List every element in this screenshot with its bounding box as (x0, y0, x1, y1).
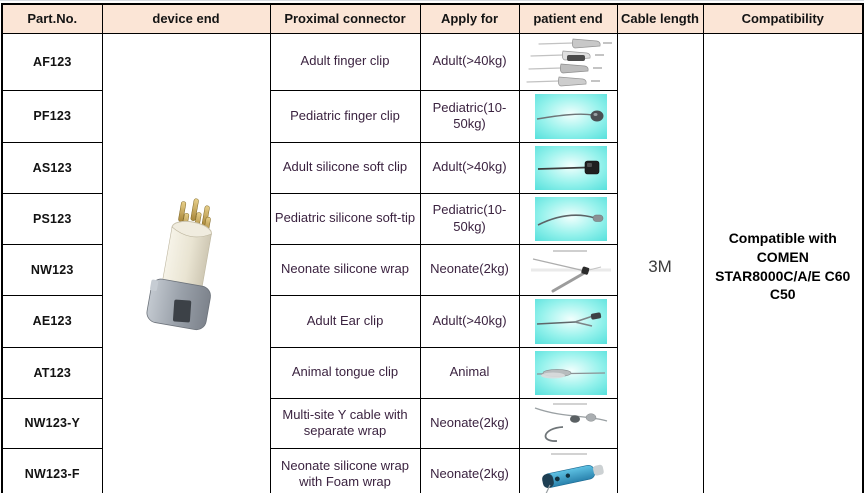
part-no-af123: AF123 (1, 32, 103, 91)
device-end-cell (101, 32, 271, 493)
apply-for-cell: Neonate(2kg) (419, 447, 520, 493)
apply-for-cell: Animal (419, 346, 520, 399)
product-spec-table: Part.No. device end Proximal connector A… (1, 3, 864, 493)
patient-end-cell (518, 243, 618, 296)
apply-for-cell: Pediatric(10-50kg) (419, 89, 520, 143)
table-row: AS123 Adult silicone soft clip Adult(>40… (1, 141, 863, 194)
part-no-ps123: PS123 (1, 192, 103, 245)
tiny-caption-watermark (550, 452, 587, 455)
proximal-connector-cell: Pediatric finger clip (269, 89, 421, 143)
part-no-at123: AT123 (1, 346, 103, 399)
tiny-caption-watermark (552, 402, 587, 405)
proximal-connector-cell: Multi-site Y cable with separate wrap (269, 397, 421, 449)
apply-for-cell: Neonate(2kg) (419, 397, 520, 449)
patient-end-cell (518, 346, 618, 399)
table-row: PS123 Pediatric silicone soft-tip Pediat… (1, 192, 863, 245)
part-no-nw123: NW123 (1, 243, 103, 296)
apply-for-cell: Adult(>40kg) (419, 294, 520, 348)
part-no-nw123-y: NW123-Y (1, 397, 103, 449)
apply-for-cell: Pediatric(10-50kg) (419, 192, 520, 245)
proximal-connector-cell: Adult silicone soft clip (269, 141, 421, 194)
table-row: PF123 Pediatric finger clip Pediatric(10… (1, 89, 863, 143)
column-header-patient-end: patient end (518, 3, 618, 34)
header-row: Part.No. device end Proximal connector A… (1, 3, 864, 34)
pediatric-finger-clip-photo-icon (534, 93, 607, 139)
table-row: NW123-Y Multi-site Y cable with separate… (1, 397, 863, 449)
apply-for-cell: Neonate(2kg) (419, 243, 520, 296)
table-row: AE123 Adult Ear clip Adult(>40kg) (1, 294, 863, 348)
patient-end-cell (518, 141, 618, 194)
animal-tongue-clip-photo-icon (534, 350, 607, 395)
patient-end-cell (518, 294, 618, 348)
table-row: NW123-F Neonate silicone wrap with Foam … (1, 447, 863, 493)
pediatric-silicone-soft-tip-photo-icon (534, 196, 607, 241)
cable-length-cell: 3M (616, 32, 704, 493)
proximal-connector-cell: Animal tongue clip (269, 346, 421, 399)
compatibility-text: Compatible with COMEN STAR8000C/A/E C60 … (715, 229, 851, 303)
column-header-proximal-connector: Proximal connector (269, 3, 421, 34)
multi-site-y-cable-photo-icon (534, 402, 607, 442)
proximal-connector-cell: Pediatric silicone soft-tip (269, 192, 421, 245)
patient-end-cell (518, 89, 618, 143)
device-connector-photo-icon (146, 198, 212, 331)
adult-ear-clip-photo-icon (534, 298, 607, 344)
column-header-compatibility: Compatibility (702, 3, 864, 34)
apply-for-cell: Adult(>40kg) (419, 141, 520, 194)
adult-finger-clips-photo-icon (525, 38, 612, 86)
tiny-caption-watermark (552, 249, 587, 252)
apply-for-cell: Adult(>40kg) (419, 32, 520, 91)
part-no-nw123-f: NW123-F (1, 447, 103, 493)
part-no-pf123: PF123 (1, 89, 103, 143)
part-no-as123: AS123 (1, 141, 103, 194)
adult-silicone-soft-clip-photo-icon (534, 145, 607, 190)
proximal-connector-cell: Adult finger clip (269, 32, 421, 91)
column-header-apply-for: Apply for (419, 3, 520, 34)
table-row: AT123 Animal tongue clip Animal (1, 346, 863, 399)
patient-end-cell (518, 192, 618, 245)
column-header-device-end: device end (101, 3, 271, 34)
table-row: NW123 Neonate silicone wrap Neonate(2kg) (1, 243, 863, 296)
column-header-part-no: Part.No. (1, 3, 103, 34)
part-no-ae123: AE123 (1, 294, 103, 348)
compatibility-cell: Compatible with COMEN STAR8000C/A/E C60 … (702, 32, 864, 493)
neonate-foam-wrap-photo-icon (541, 452, 604, 493)
proximal-connector-cell: Neonate silicone wrap with Foam wrap (269, 447, 421, 493)
patient-end-cell (518, 447, 618, 493)
proximal-connector-cell: Neonate silicone wrap (269, 243, 421, 296)
proximal-connector-cell: Adult Ear clip (269, 294, 421, 348)
neonate-silicone-wrap-photo-icon (530, 249, 611, 292)
table-row: AF123 (1, 32, 864, 493)
column-header-cable-length: Cable length (616, 3, 704, 34)
patient-end-cell (518, 397, 618, 449)
patient-end-cell (518, 32, 618, 91)
